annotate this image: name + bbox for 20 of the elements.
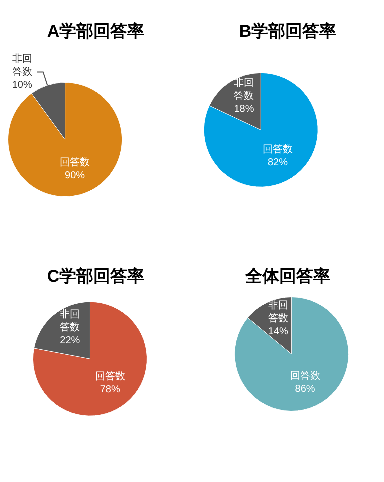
data-label: 86%: [295, 384, 316, 395]
slice-label: 回答数: [263, 144, 293, 156]
chart-title: B学部回答率: [239, 22, 337, 41]
slice-label: 回答数: [95, 370, 126, 382]
slice-label: 回答数: [290, 370, 320, 382]
data-label: 14%: [268, 326, 289, 338]
data-label: 18%: [234, 104, 254, 116]
slice-label: 非回答数: [12, 52, 32, 78]
chart-title: A学部回答率: [47, 22, 145, 41]
data-label: 90%: [65, 170, 86, 182]
data-label: 10%: [12, 80, 32, 91]
slice-label: 回答数: [60, 156, 90, 169]
data-label: 78%: [100, 384, 120, 396]
chart-title: 全体回答率: [244, 267, 330, 286]
data-label: 22%: [60, 335, 80, 346]
chart-title: C学部回答率: [47, 267, 145, 286]
slice-label: 非回答数: [60, 308, 80, 334]
data-label: 82%: [268, 158, 288, 169]
slice-label: 非回答数: [268, 299, 288, 324]
slice-label: 非回答数: [234, 77, 254, 102]
